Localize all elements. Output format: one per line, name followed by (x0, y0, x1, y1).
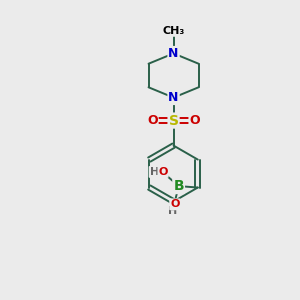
Text: N: N (168, 47, 179, 60)
Text: O: O (158, 167, 168, 177)
Text: B: B (173, 179, 184, 193)
Text: O: O (147, 114, 158, 127)
Text: N: N (168, 91, 179, 104)
Text: H: H (168, 206, 177, 216)
Text: S: S (169, 114, 178, 128)
Text: O: O (170, 199, 179, 209)
Text: H: H (150, 167, 159, 177)
Text: CH₃: CH₃ (162, 26, 185, 36)
Text: O: O (189, 114, 200, 127)
